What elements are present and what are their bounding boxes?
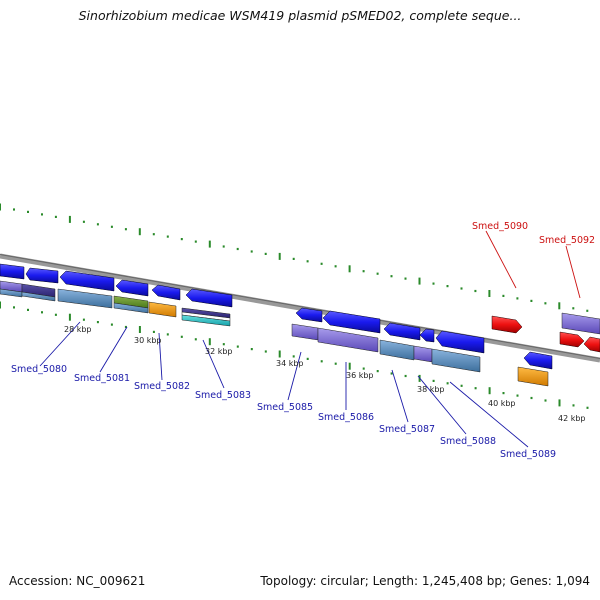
kbp-label: 36 kbp: [346, 371, 374, 380]
topology-text: Topology: circular; Length: 1,245,408 bp…: [260, 574, 590, 588]
gene-track-forward: [0, 263, 485, 354]
gene-label: Smed_5090: [472, 221, 528, 232]
gene-labels: Smed_5080 Smed_5081 Smed_5082 Smed_5083 …: [11, 221, 595, 460]
gene-label: Smed_5092: [539, 235, 595, 246]
map-title: Sinorhizobium medicae WSM419 plasmid pSM…: [78, 8, 522, 23]
kbp-label: 40 kbp: [488, 399, 516, 408]
genome-backbone-highlight: [0, 254, 600, 359]
gene-arrow: [151, 284, 181, 301]
kbp-label: 32 kbp: [205, 347, 233, 356]
gene-arrow: [583, 336, 600, 353]
gene-label: Smed_5085: [257, 402, 313, 413]
gene-label: Smed_5086: [318, 412, 374, 423]
label-connectors: [39, 230, 581, 448]
gene-arrow: [419, 328, 435, 343]
kbp-scale-labels: 28 kbp 30 kbp 32 kbp 34 kbp 36 kbp 38 kb…: [64, 325, 586, 423]
gene-arrow: [25, 267, 59, 284]
gene-arrow: [295, 307, 323, 323]
gene-arrow: [0, 263, 25, 280]
kbp-label: 38 kbp: [417, 385, 445, 394]
kbp-label: 42 kbp: [558, 414, 586, 423]
gene-arrow: [185, 288, 233, 308]
gene-label: Smed_5089: [500, 449, 556, 460]
kbp-label: 34 kbp: [276, 359, 304, 368]
gene-arrow: [523, 351, 553, 370]
gene-arrow: [435, 330, 485, 354]
gene-label: Smed_5082: [134, 381, 190, 392]
scale-ticks: [0, 203, 589, 409]
accession-text: Accession: NC_009621: [9, 574, 146, 588]
gene-label: Smed_5088: [440, 436, 496, 447]
gene-arrow: [59, 270, 115, 292]
genome-backbone: [0, 253, 600, 363]
gene-arrow: [322, 310, 381, 334]
gene-arrow: [491, 315, 523, 334]
gene-track-right: [491, 315, 600, 370]
gene-arrow: [559, 331, 585, 348]
gene-label: Smed_5080: [11, 364, 67, 375]
kbp-label: 28 kbp: [64, 325, 92, 334]
kbp-label: 30 kbp: [134, 336, 162, 345]
feature-track: [0, 280, 600, 387]
gene-label: Smed_5087: [379, 424, 435, 435]
gene-arrow: [383, 322, 421, 341]
gene-label: Smed_5083: [195, 390, 251, 401]
gene-label: Smed_5081: [74, 373, 130, 384]
gene-arrow: [115, 279, 149, 297]
